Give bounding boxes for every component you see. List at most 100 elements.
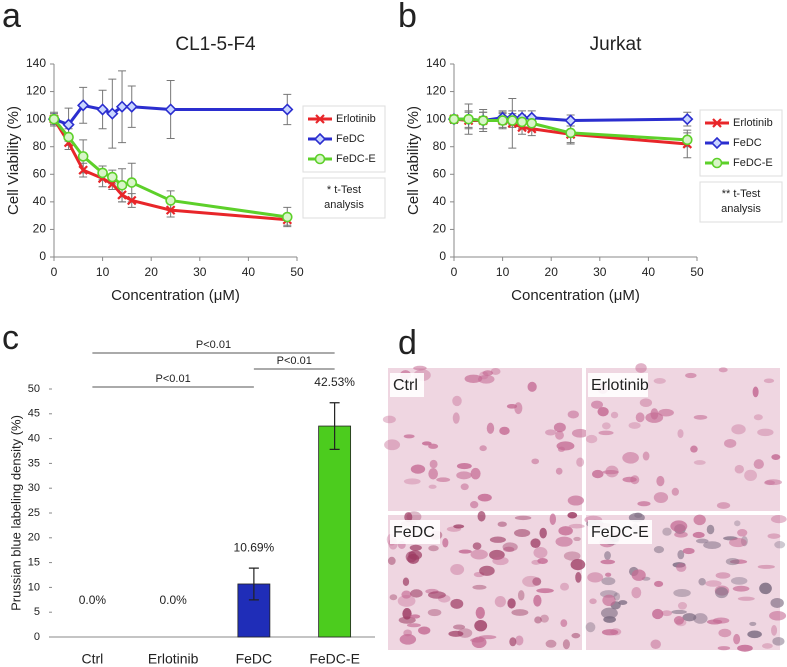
marker <box>448 113 460 125</box>
cell <box>658 408 674 417</box>
marker <box>106 107 119 120</box>
marker <box>526 117 538 129</box>
cell <box>706 619 723 625</box>
y-tick-label: 5 <box>34 606 40 618</box>
cell <box>724 438 737 448</box>
cell <box>477 374 495 384</box>
cell <box>540 614 549 623</box>
cell <box>502 542 518 552</box>
x-tick-label: 50 <box>290 265 304 279</box>
cell <box>453 524 465 529</box>
marker <box>281 211 293 223</box>
marker <box>78 165 88 175</box>
cell <box>409 544 422 551</box>
bar <box>237 583 271 638</box>
cell <box>693 414 708 420</box>
image-label: FeDC-E <box>591 524 649 541</box>
cell <box>653 546 665 554</box>
cell <box>602 470 619 475</box>
annotation-box <box>699 181 783 223</box>
cell <box>460 483 469 491</box>
cell <box>539 527 547 539</box>
cell <box>682 547 695 555</box>
cell <box>555 467 563 475</box>
cell <box>653 492 669 504</box>
cell <box>718 367 728 373</box>
marker <box>77 99 90 112</box>
cell <box>734 520 741 527</box>
marker <box>126 177 138 188</box>
marker <box>281 103 294 116</box>
cell <box>670 520 688 532</box>
marker <box>96 103 109 116</box>
cell <box>470 638 485 643</box>
marker <box>116 180 128 191</box>
cell <box>448 630 464 637</box>
cell <box>733 633 741 645</box>
x-tick-label: 30 <box>593 265 607 279</box>
cell <box>769 610 787 621</box>
cell <box>693 514 706 526</box>
marker <box>516 116 528 128</box>
x-tick-label: FeDC <box>236 651 273 667</box>
cell <box>695 538 709 544</box>
x-tick-label: 40 <box>242 265 256 279</box>
cell <box>403 434 415 439</box>
annotation: ** t-Test <box>722 188 761 200</box>
cell <box>450 598 464 609</box>
cell <box>631 569 646 581</box>
chart-title: Jurkat <box>590 34 642 55</box>
cell <box>605 572 612 577</box>
x-tick-label: 0 <box>451 265 458 279</box>
annotation: * t-Test <box>327 184 361 196</box>
cell <box>771 625 778 636</box>
cell <box>492 556 509 566</box>
panel-letter: c <box>2 319 19 357</box>
marker <box>125 100 138 113</box>
legend-marker <box>711 157 723 169</box>
cell <box>398 616 416 624</box>
cell <box>677 601 688 610</box>
bar <box>318 425 352 638</box>
cell <box>497 521 507 527</box>
x-tick-label: Erlotinib <box>148 651 199 667</box>
x-axis-label: Concentration (μM) <box>511 287 640 304</box>
value-label: 10.69% <box>234 540 275 554</box>
cell <box>604 551 611 560</box>
cell <box>729 559 748 564</box>
y-axis-label: Cell Viability (%) <box>405 106 422 215</box>
y-tick-label: 20 <box>433 222 447 236</box>
cell <box>673 616 685 625</box>
cell <box>693 460 706 465</box>
cell <box>410 614 421 619</box>
y-tick-label: 60 <box>33 166 47 180</box>
cell <box>610 411 619 419</box>
value-label: 0.0% <box>159 593 187 607</box>
cell <box>654 580 664 588</box>
legend-label: Erlotinib <box>733 117 773 129</box>
cell <box>772 636 785 646</box>
cell <box>602 594 616 606</box>
legend-marker <box>313 132 327 146</box>
cell <box>507 598 516 609</box>
cell <box>575 571 582 583</box>
cell <box>410 589 423 598</box>
cell <box>537 558 548 565</box>
cell <box>534 616 542 624</box>
cell <box>747 630 762 639</box>
cell <box>571 632 581 639</box>
cell <box>458 549 472 554</box>
cell <box>749 621 757 626</box>
cell <box>605 465 619 478</box>
cell <box>600 607 618 619</box>
x-tick-label: 10 <box>496 265 510 279</box>
cell <box>764 479 782 486</box>
cell <box>597 406 609 417</box>
marker <box>117 190 127 200</box>
cell <box>715 572 731 579</box>
y-tick-label: 140 <box>26 56 46 70</box>
cell <box>771 454 781 460</box>
y-tick-label: 0 <box>39 249 46 263</box>
y-axis-label: Prussian blue labeling density (%) <box>8 415 23 611</box>
